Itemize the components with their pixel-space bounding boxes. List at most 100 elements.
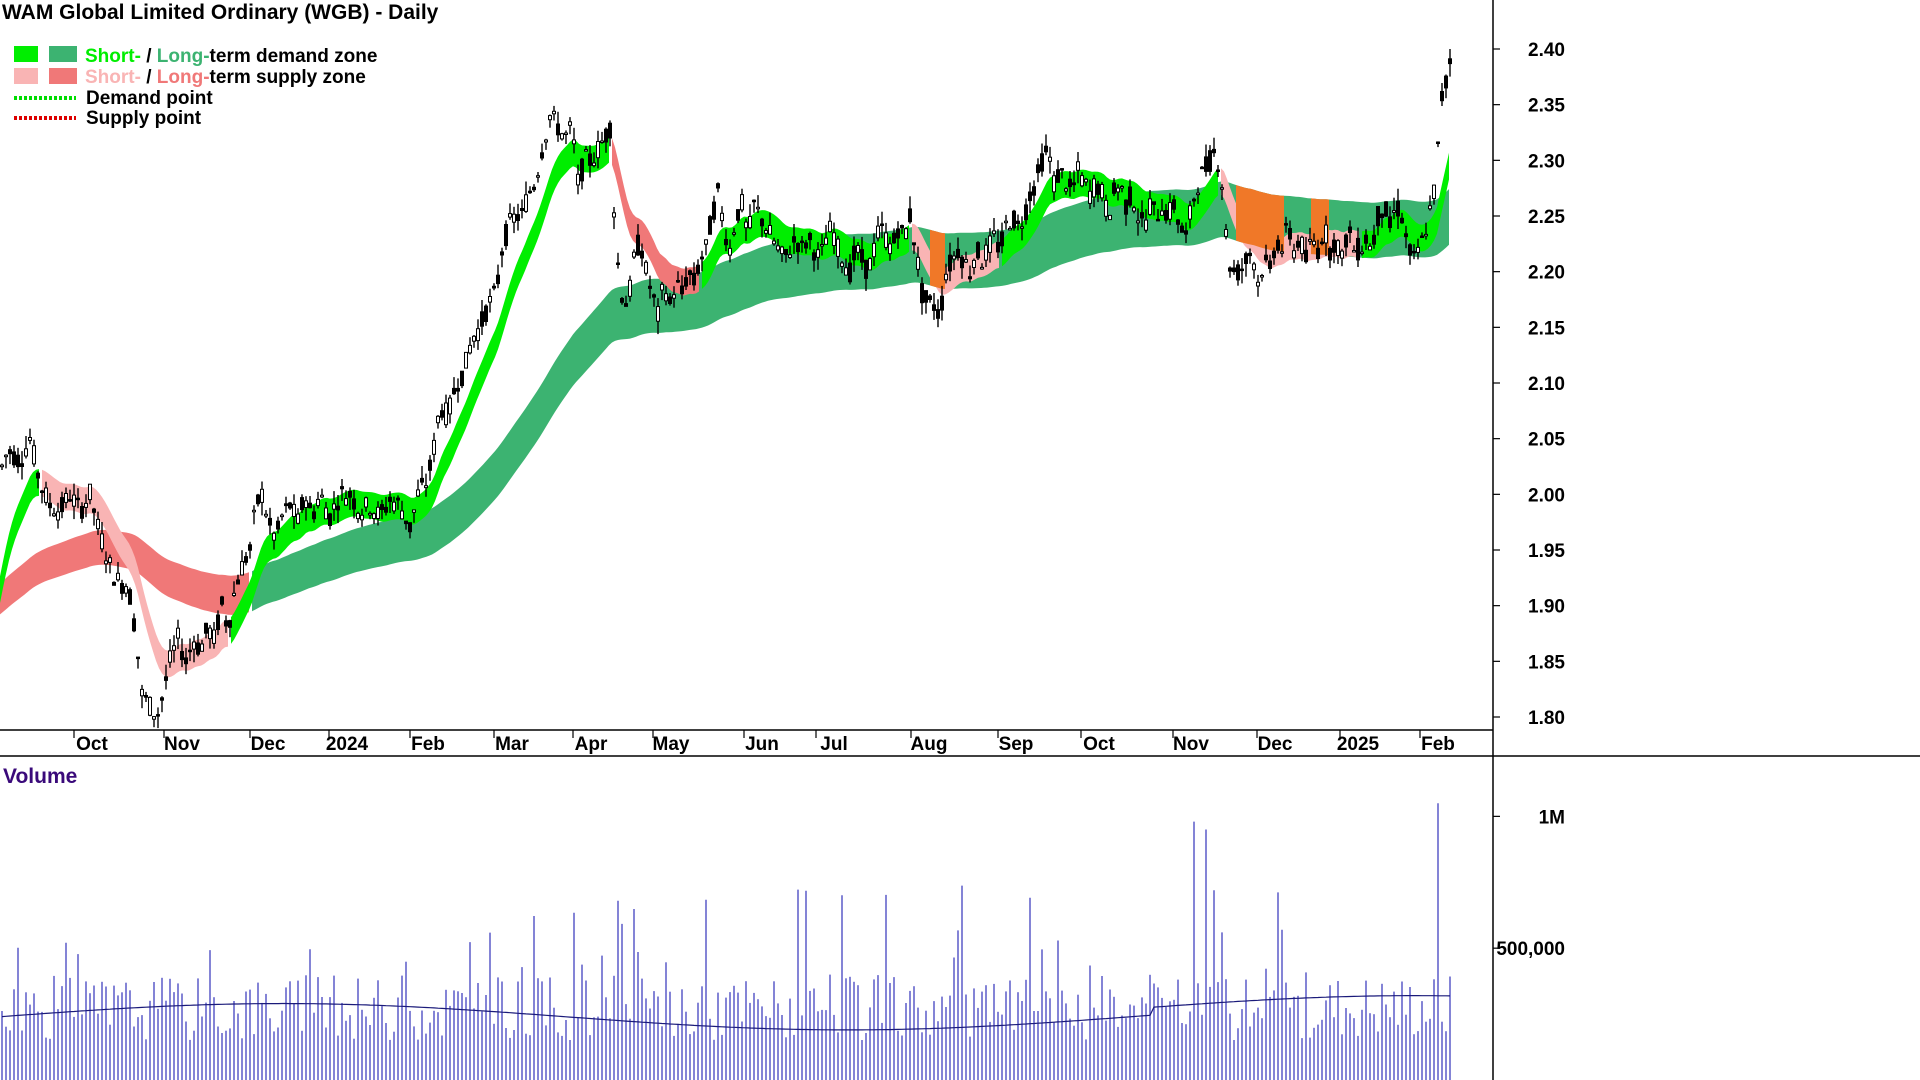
price-tick-label: 2.05 [1528,430,1565,451]
candle-body [1372,234,1376,245]
candle [956,237,960,261]
candle [1440,83,1444,106]
candle-body [1384,201,1388,217]
candle-body [304,500,308,508]
candle-body [820,244,824,247]
candle [156,707,160,729]
candle-body [1308,238,1312,242]
candle [1052,171,1056,201]
time-tick-label: Dec [1258,734,1293,755]
candle [532,184,536,192]
candle-body [556,123,560,136]
candle-body [932,304,936,311]
candle [700,250,704,272]
candle-body [668,296,672,304]
candle [424,473,428,497]
candle-body [1200,166,1204,170]
candle-body [620,298,624,303]
candle [1276,235,1280,254]
candle [792,224,796,254]
candle [800,236,804,253]
candle-body [952,255,956,260]
candle [204,622,208,639]
candle [364,496,368,512]
candle [548,114,552,128]
candle [200,639,204,652]
candle-body [616,262,620,265]
candle [812,249,816,272]
candle-body [712,201,716,220]
candle-body [528,190,532,194]
candle [48,493,52,517]
candle-body [532,186,536,191]
time-tick-label: Sep [999,734,1034,755]
long-term-supply-strip-1 [930,229,945,289]
price-tick-label: 1.85 [1528,652,1565,673]
candle [176,619,180,650]
candle-body [452,387,456,395]
candle [1012,209,1016,231]
candle-body [444,402,448,426]
candle [84,494,88,518]
candle-body [540,152,544,159]
candle [392,496,396,514]
legend-long-supply-swatch [49,68,77,84]
candle [920,277,924,315]
candle [240,550,244,576]
candle-body [1044,145,1048,153]
candle-body [912,242,916,246]
candle [128,587,132,605]
candle-body [1040,153,1044,172]
candle [604,127,608,153]
candle-body [572,139,576,145]
candle [404,520,408,530]
candle [1432,184,1436,205]
candle [112,581,116,586]
candle-body [1420,235,1424,238]
short-term-demand-zone-1 [0,469,39,603]
candle-body [220,596,224,605]
candle-body [268,517,272,526]
candle [284,496,288,513]
candle-body [780,246,784,255]
candle [464,351,468,369]
candle [760,217,764,238]
candle-body [1208,150,1212,172]
candle-body [1048,156,1052,162]
candle-body [1092,178,1096,198]
price-tick-label: 2.10 [1528,374,1565,395]
candle-body [4,454,8,458]
candle-body [292,503,296,517]
candle [420,466,424,486]
candle-body [928,295,932,300]
candle [944,263,948,284]
candle-body [864,259,868,279]
candle-body [652,294,656,298]
candle-body [860,249,864,263]
candle-body [500,251,504,256]
candle-body [876,225,880,239]
candle [396,495,400,510]
candle [348,487,352,510]
candle-body [1392,210,1396,213]
candle [1240,258,1244,284]
candle [1420,232,1424,238]
candle-body [960,256,964,269]
candle [816,242,820,270]
candle [632,249,636,259]
candle-body [956,248,960,259]
candle-body [1252,263,1256,271]
candle [1232,259,1236,275]
candle [8,445,12,465]
candle-body [808,233,812,241]
candle [588,145,592,178]
candle [244,552,248,566]
candle-body [1052,175,1056,193]
candle-body [1276,239,1280,251]
candle [484,304,488,326]
long-term-supply-strip-2 [1236,185,1284,252]
candle [180,638,184,668]
candle-body [252,509,256,513]
candle-body [476,328,480,342]
candle-body [564,132,568,135]
